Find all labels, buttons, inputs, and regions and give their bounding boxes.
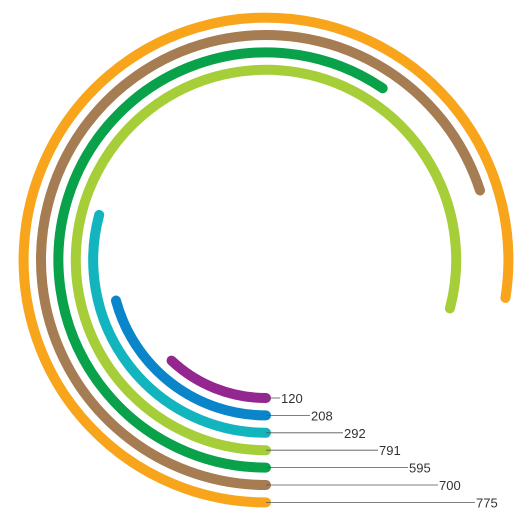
chart-value-labels: 120 208 292 791 595 700 775 [266, 391, 498, 510]
value-label-208: 208 [311, 408, 333, 423]
arc-595 [53, 47, 388, 473]
value-label-791: 791 [379, 443, 401, 458]
value-label-595: 595 [409, 461, 431, 476]
arc-292 [88, 209, 271, 438]
arc-700 [36, 30, 485, 490]
chart-arcs [18, 12, 514, 508]
arc-775 [18, 12, 514, 508]
value-label-292: 292 [344, 426, 366, 441]
value-label-120: 120 [281, 391, 303, 406]
arc-208 [110, 295, 271, 421]
value-label-775: 775 [476, 495, 498, 510]
arc-120 [166, 355, 271, 403]
arc-791 [70, 64, 462, 456]
value-label-700: 700 [439, 478, 461, 493]
